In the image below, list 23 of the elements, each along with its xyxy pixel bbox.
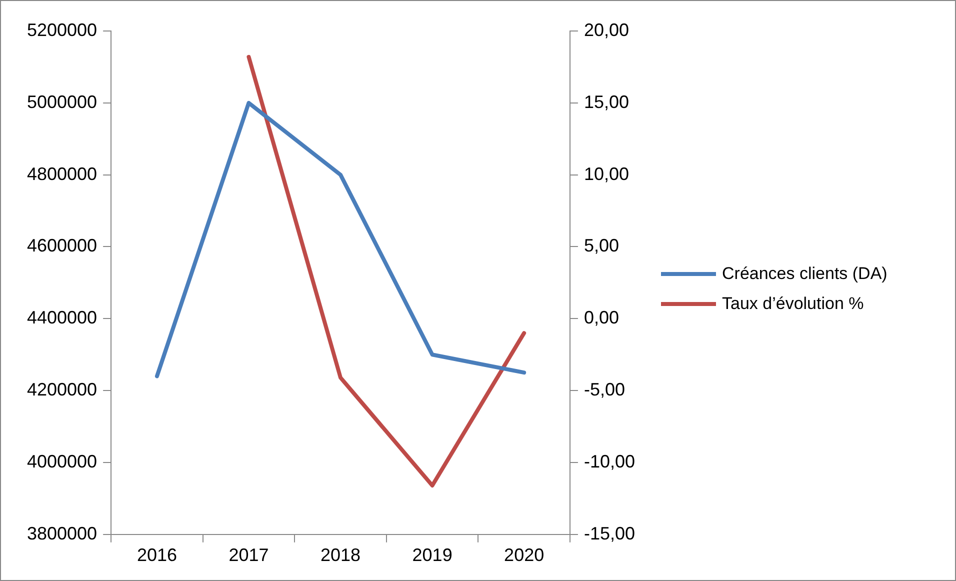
y-tick-label: 4400000 — [26, 308, 98, 328]
y2-tick-label: 15,00 — [584, 92, 630, 112]
y-tick-label: 5200000 — [26, 20, 98, 40]
y-tick-label: 4800000 — [26, 164, 98, 184]
y-tick-label: 4600000 — [26, 236, 98, 256]
x-tick-label: 2016 — [136, 545, 177, 566]
y2-tick-label: 10,00 — [584, 164, 630, 184]
y-tick-label: 4000000 — [26, 451, 98, 472]
y2-tick-label: -15,00 — [584, 523, 636, 544]
legend-label: Créances clients (DA) — [722, 264, 888, 284]
y2-tick-label: -10,00 — [584, 451, 636, 472]
legend-label: Taux d’évolution % — [722, 294, 864, 314]
y2-tick-label: 20,00 — [584, 20, 630, 40]
y-tick-label: 4200000 — [26, 380, 98, 400]
x-tick-label: 2017 — [228, 545, 269, 566]
y2-tick-label: -5,00 — [584, 380, 625, 400]
x-tick-label: 2020 — [504, 545, 544, 566]
x-tick-label: 2018 — [320, 545, 361, 566]
y2-tick-label: 5,00 — [584, 236, 620, 256]
y2-tick-label: 0,00 — [584, 308, 620, 328]
x-tick-label: 2019 — [412, 545, 452, 566]
y-tick-label: 5000000 — [26, 92, 98, 112]
y-tick-label: 3800000 — [26, 523, 98, 544]
